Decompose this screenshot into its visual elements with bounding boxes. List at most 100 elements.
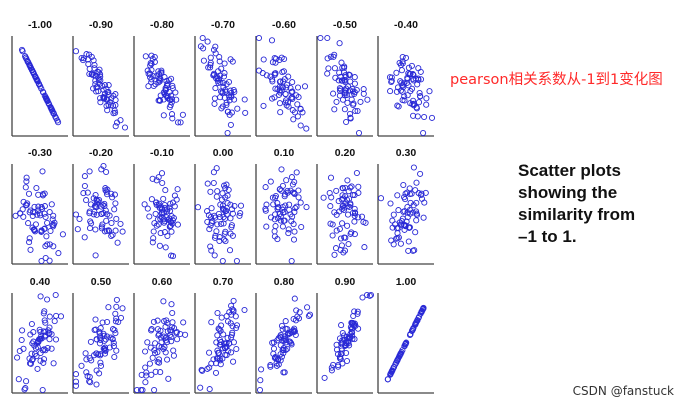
data-point (294, 84, 302, 91)
data-point (108, 232, 115, 240)
data-point (224, 200, 231, 207)
data-point (296, 309, 303, 316)
data-point (366, 292, 373, 299)
data-point (326, 189, 333, 197)
panel-label: -0.20 (89, 147, 113, 159)
data-point (105, 101, 112, 108)
data-point (212, 50, 219, 57)
data-point (226, 247, 234, 254)
data-point (336, 92, 343, 99)
data-point (280, 68, 287, 75)
data-point (142, 53, 149, 60)
data-point (417, 170, 424, 177)
data-point (393, 88, 400, 95)
data-point (80, 190, 87, 197)
data-point (272, 211, 279, 218)
data-point (233, 324, 240, 332)
data-point (241, 96, 248, 103)
data-point (14, 354, 21, 361)
data-point (141, 201, 148, 208)
data-point (350, 101, 357, 109)
data-point (229, 329, 236, 336)
data-point (168, 301, 175, 308)
data-point (363, 291, 371, 299)
data-point (263, 72, 270, 79)
data-point (344, 203, 351, 210)
scatter-panel: 0.70 (194, 276, 251, 394)
data-point (42, 319, 49, 326)
data-point (117, 314, 125, 321)
data-point (161, 201, 168, 209)
data-point (41, 333, 48, 340)
data-point (94, 68, 101, 75)
data-point (210, 169, 217, 176)
data-point (260, 56, 267, 63)
data-point (283, 81, 291, 88)
data-point (174, 186, 181, 193)
data-point (110, 339, 117, 346)
data-point (423, 101, 430, 108)
data-point (154, 349, 161, 356)
data-point (341, 63, 348, 70)
data-point (167, 200, 174, 207)
data-point (97, 362, 105, 369)
data-point (288, 257, 295, 265)
data-point (217, 88, 225, 95)
data-point (415, 190, 422, 197)
data-point (389, 367, 396, 374)
data-point (104, 191, 111, 198)
data-point (182, 331, 189, 338)
data-point (423, 95, 430, 102)
data-point (169, 115, 176, 122)
data-point (404, 76, 411, 83)
data-point (231, 202, 238, 210)
data-point (286, 206, 293, 213)
data-point (22, 184, 29, 191)
data-point (345, 241, 352, 248)
data-point (167, 207, 174, 214)
data-point (91, 352, 98, 359)
data-point (355, 189, 362, 196)
data-point (362, 219, 369, 226)
data-point (226, 94, 233, 101)
data-point (340, 195, 347, 202)
data-point (213, 165, 220, 172)
data-point (114, 239, 121, 246)
data-point (42, 213, 49, 221)
data-point (331, 106, 338, 113)
data-point (99, 201, 106, 209)
data-point (222, 238, 229, 245)
data-point (111, 191, 118, 198)
data-point (155, 79, 162, 86)
data-point (174, 119, 182, 126)
data-point (18, 46, 26, 53)
data-point (52, 336, 60, 343)
data-point (171, 192, 178, 199)
data-point (364, 96, 371, 103)
data-point (399, 88, 406, 95)
data-point (337, 235, 345, 242)
data-point (142, 364, 149, 371)
data-point (281, 369, 288, 376)
data-point (41, 190, 48, 197)
data-point (213, 228, 220, 235)
data-point (344, 83, 352, 90)
data-point (408, 190, 415, 197)
data-point (234, 105, 241, 112)
data-point (220, 79, 227, 87)
data-point (99, 319, 106, 326)
data-point (133, 386, 141, 394)
data-point (179, 111, 186, 118)
data-point (153, 73, 160, 80)
data-point (304, 304, 311, 311)
data-point (100, 345, 107, 352)
data-point (325, 65, 332, 72)
data-point (90, 57, 97, 64)
data-point (208, 219, 215, 226)
data-point (338, 77, 345, 84)
data-point (346, 110, 354, 117)
data-point (35, 337, 42, 344)
data-point (354, 310, 361, 317)
data-point (338, 196, 345, 203)
data-point (390, 211, 397, 218)
